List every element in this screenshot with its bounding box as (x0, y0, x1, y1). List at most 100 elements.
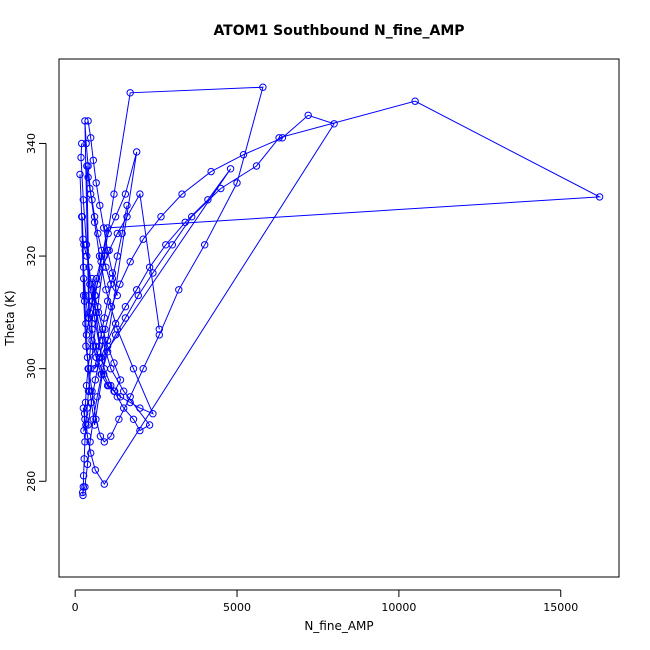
data-point (100, 224, 108, 232)
data-point (110, 190, 118, 198)
data-point (188, 213, 196, 221)
data-point (85, 308, 94, 317)
data-point (80, 241, 88, 249)
data-point (79, 196, 88, 204)
data-point (88, 274, 96, 283)
chart-title: ATOM1 Southbound N_fine_AMP (213, 23, 464, 39)
data-point (90, 213, 99, 221)
y-axis: 280 300 320 340 (25, 133, 47, 492)
data-point (79, 291, 88, 300)
data-point (136, 190, 144, 198)
data-point (96, 201, 104, 210)
y-tick-label: 320 (25, 246, 38, 267)
data-point (155, 325, 164, 333)
data-point (113, 291, 122, 300)
y-tick-label: 300 (25, 358, 38, 379)
data-point (98, 252, 106, 260)
data-point (83, 432, 92, 440)
data-point (115, 415, 123, 423)
data-point (97, 370, 105, 378)
data-point (103, 297, 112, 305)
data-point (87, 449, 95, 457)
data-point (123, 213, 131, 221)
data-point (81, 415, 89, 423)
data-point (162, 241, 170, 249)
data-point (126, 89, 134, 97)
data-point (304, 111, 312, 120)
data-point (88, 196, 96, 204)
data-point (175, 286, 183, 294)
data-point (155, 331, 164, 339)
data-point (145, 263, 154, 271)
data-point (103, 336, 112, 345)
data-point (108, 274, 117, 283)
data-point (94, 348, 102, 356)
data-point (79, 274, 88, 283)
data-point (149, 410, 157, 418)
data-point (100, 480, 109, 488)
data-point (94, 308, 103, 317)
data-point (89, 156, 98, 165)
data-point (81, 483, 89, 491)
data-point (80, 410, 89, 418)
x-axis: 0 5000 10000 15000 (72, 589, 578, 614)
data-point (92, 274, 101, 283)
data-point (98, 246, 106, 255)
data-point (83, 162, 91, 170)
data-point (181, 218, 189, 227)
x-tick-label: 15000 (543, 601, 578, 614)
data-point (595, 193, 604, 201)
data-point (82, 342, 90, 350)
data-point (139, 365, 147, 373)
data-point (76, 170, 84, 179)
data-point (129, 415, 138, 423)
data-point (133, 286, 141, 294)
data-point (105, 381, 113, 390)
data-point (121, 303, 130, 311)
data-point (88, 325, 96, 333)
data-point (149, 269, 157, 277)
data-point (123, 201, 131, 210)
data-point (79, 472, 88, 480)
x-axis-label: N_fine_AMP (304, 619, 373, 633)
data-point (86, 184, 94, 193)
data-point (107, 432, 115, 440)
y-tick-label: 280 (25, 471, 38, 492)
data-point (82, 241, 91, 249)
data-point (116, 393, 125, 401)
data-point (91, 376, 100, 384)
data-point (110, 359, 118, 367)
data-point (92, 179, 100, 187)
data-point (85, 314, 93, 322)
data-point (93, 280, 101, 288)
data-point (201, 241, 209, 249)
data-point (111, 387, 119, 395)
data-point (411, 97, 419, 105)
data-point (91, 291, 99, 300)
plot-frame (58, 58, 620, 578)
data-point (88, 387, 96, 395)
data-point (77, 153, 85, 162)
data-point (82, 139, 90, 148)
data-point (116, 376, 125, 384)
data-point (83, 353, 92, 362)
data-point (103, 348, 112, 356)
data-point (204, 196, 212, 204)
y-axis-label: Theta (K) (3, 290, 17, 346)
data-point (79, 235, 87, 243)
data-point (278, 134, 287, 142)
data-point (239, 151, 248, 159)
data-point (93, 393, 101, 401)
series-line (86, 120, 232, 393)
data-point (86, 387, 94, 395)
data-point (97, 331, 105, 339)
data-point (100, 370, 108, 378)
data-point (259, 83, 267, 91)
data-point (136, 426, 144, 435)
data-point (90, 421, 99, 429)
data-point (330, 120, 338, 128)
data-point (145, 421, 154, 429)
data-point (80, 297, 89, 305)
